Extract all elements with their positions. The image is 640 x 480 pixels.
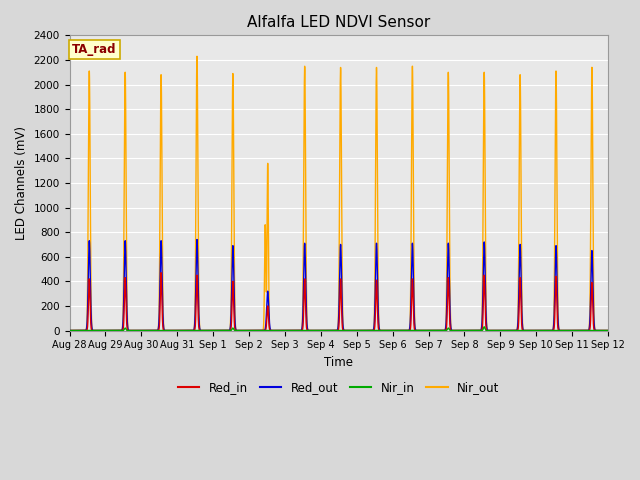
Title: Alfalfa LED NDVI Sensor: Alfalfa LED NDVI Sensor xyxy=(247,15,431,30)
X-axis label: Time: Time xyxy=(324,356,353,369)
Y-axis label: LED Channels (mV): LED Channels (mV) xyxy=(15,126,28,240)
Legend: Red_in, Red_out, Nir_in, Nir_out: Red_in, Red_out, Nir_in, Nir_out xyxy=(173,376,504,398)
Text: TA_rad: TA_rad xyxy=(72,43,116,56)
